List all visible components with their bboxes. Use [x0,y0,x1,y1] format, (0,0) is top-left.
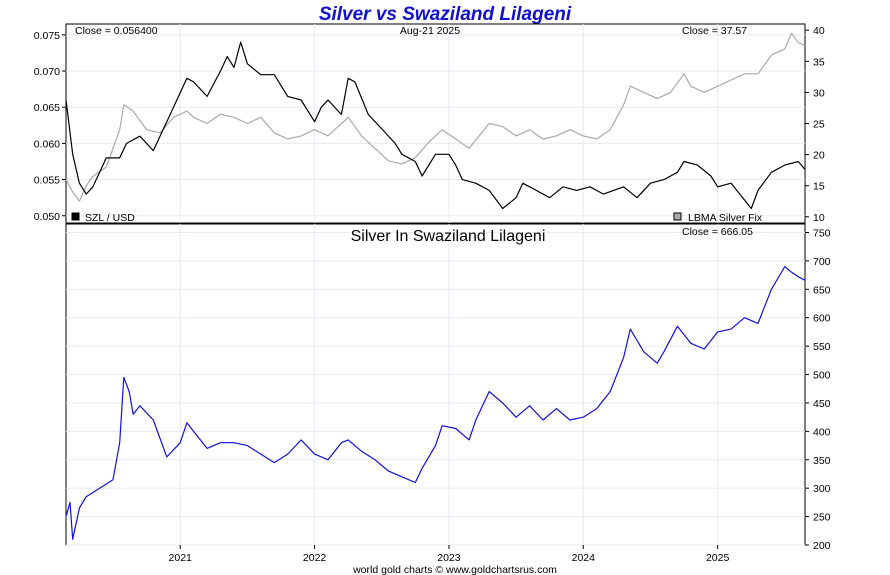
bottom-right-tick-label: 450 [813,398,831,410]
x-tick-label: 2025 [706,552,730,564]
x-tick-label: 2024 [572,552,596,564]
right-tick-label: 40 [813,25,825,37]
bottom-right-tick-label: 600 [813,313,831,325]
x-axis-ticks: 2021 2022 2023 2024 2025 [169,545,730,564]
series-line-silver-in-szl [65,266,806,540]
x-tick-label: 2023 [437,552,461,564]
right-tick-label: 15 [813,181,825,193]
bottom-right-tick-label: 200 [813,540,831,552]
legend-swatch-silver [673,212,682,221]
bottom-series-layer [65,266,806,540]
left-tick-label: 0.070 [34,66,60,78]
bottom-panel-frame [65,223,806,546]
left-close-label: Close = 0.056400 [75,25,158,37]
right-axis-ticks: 10 15 20 25 30 35 40 [805,25,825,224]
legend-swatch-szl [71,212,80,221]
right-tick-label: 25 [813,119,825,131]
left-axis-ticks: 0.050 0.055 0.060 0.065 0.070 0.075 [34,30,66,223]
top-panel-frame [65,23,806,224]
top-panel: 0.050 0.055 0.060 0.065 0.070 0.075 10 15 20 25 3… [34,23,825,224]
left-tick-label: 0.050 [34,211,60,223]
series-line-szl-usd [65,41,806,210]
bottom-right-tick-label: 400 [813,426,831,438]
date-label: Aug-21 2025 [400,25,460,37]
right-tick-label: 10 [813,212,825,224]
bottom-right-tick-label: 700 [813,256,831,268]
bottom-close-label: Close = 666.05 [682,226,753,238]
right-tick-label: 30 [813,87,825,99]
left-tick-label: 0.075 [34,30,60,42]
right-close-label: Close = 37.57 [682,25,747,37]
legend-lbma-silver-fix: LBMA Silver Fix [688,212,763,224]
bottom-right-tick-label: 350 [813,455,831,467]
legend-szl-usd: SZL / USD [85,212,135,224]
bottom-chart-title: Silver In Swaziland Lilageni [351,228,546,245]
top-series-layer [65,32,806,210]
bottom-grid [66,224,805,546]
right-tick-label: 20 [813,150,825,162]
bottom-right-tick-label: 250 [813,512,831,524]
right-tick-label: 35 [813,56,825,68]
x-tick-label: 2022 [303,552,327,564]
bottom-right-tick-label: 750 [813,228,831,240]
top-grid [66,24,805,223]
left-tick-label: 0.065 [34,102,60,114]
bottom-right-tick-label: 500 [813,370,831,382]
bottom-right-tick-label: 650 [813,284,831,296]
bottom-right-tick-label: 300 [813,483,831,495]
footer-credit: world gold charts © www.goldchartsrus.co… [352,564,557,575]
left-tick-label: 0.060 [34,138,60,150]
bottom-panel: 200 250 300 350 400 450 500 550 600 650 700 750 202… [65,223,831,564]
x-tick-label: 2021 [169,552,193,564]
bottom-right-tick-label: 550 [813,341,831,353]
chart-title: Silver vs Swaziland Lilageni [319,4,572,25]
bottom-right-axis-ticks: 200 250 300 350 400 450 500 550 600 650 700 750 [805,228,831,552]
left-tick-label: 0.055 [34,175,60,187]
